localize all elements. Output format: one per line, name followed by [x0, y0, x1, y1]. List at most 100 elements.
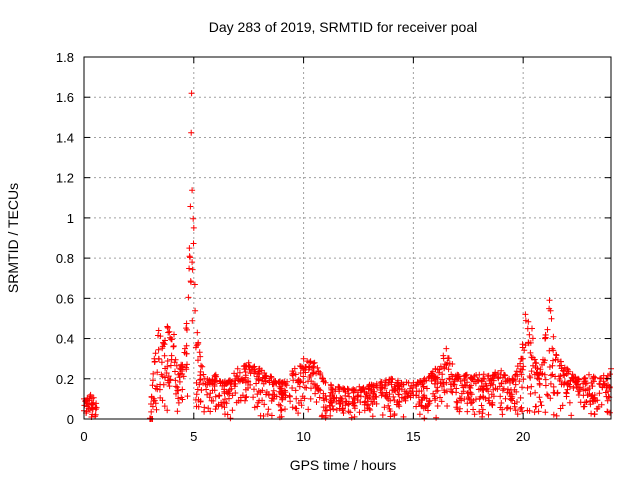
data-point — [255, 399, 262, 406]
data-point — [470, 406, 477, 413]
data-point — [187, 278, 194, 285]
data-point — [486, 394, 493, 401]
data-point — [189, 187, 196, 194]
data-point — [314, 364, 321, 371]
data-point — [173, 362, 180, 369]
data-point — [361, 401, 368, 408]
data-point — [323, 396, 330, 403]
data-point — [188, 90, 195, 97]
data-point — [478, 402, 485, 409]
data-point — [377, 387, 384, 393]
data-point — [387, 397, 394, 404]
data-point — [292, 387, 299, 394]
data-point — [580, 403, 587, 410]
data-point — [453, 389, 460, 396]
data-point — [586, 371, 592, 378]
data-point — [278, 406, 285, 413]
data-point — [302, 369, 309, 376]
x-axis-label: GPS time / hours — [290, 457, 397, 473]
data-point — [534, 365, 541, 372]
data-point — [247, 381, 254, 388]
data-point — [167, 376, 174, 383]
data-point — [382, 379, 389, 386]
data-point — [345, 401, 352, 408]
data-point — [87, 391, 94, 398]
data-point — [154, 383, 160, 390]
data-point — [189, 259, 196, 266]
data-point — [444, 388, 450, 395]
data-point — [587, 398, 594, 404]
data-point — [263, 389, 270, 395]
data-point — [184, 361, 190, 368]
data-point — [284, 378, 291, 385]
data-point — [192, 307, 199, 314]
data-point — [172, 383, 179, 390]
data-point — [322, 379, 329, 386]
data-point — [445, 355, 452, 362]
data-point — [338, 396, 345, 403]
data-point — [277, 402, 284, 409]
data-point — [166, 328, 173, 335]
data-point — [266, 379, 273, 386]
data-point — [323, 407, 330, 414]
data-point — [172, 356, 179, 363]
data-point — [149, 403, 156, 410]
data-point — [390, 393, 397, 400]
data-point — [485, 411, 492, 418]
data-point — [149, 382, 156, 389]
data-point — [525, 339, 532, 346]
data-point — [183, 366, 190, 373]
data-point — [410, 379, 417, 386]
data-point — [196, 381, 203, 388]
data-point — [532, 389, 539, 396]
data-point — [471, 373, 478, 380]
data-point — [547, 307, 554, 314]
data-point — [282, 406, 288, 413]
data-point — [332, 388, 339, 395]
data-point — [547, 395, 554, 402]
data-point — [421, 375, 428, 382]
data-point — [600, 378, 607, 385]
data-point — [190, 215, 197, 222]
data-point — [305, 378, 311, 385]
data-point — [327, 406, 334, 413]
data-point — [254, 403, 261, 410]
data-point — [189, 317, 196, 324]
data-point — [518, 371, 525, 378]
data-point — [369, 413, 376, 420]
data-point — [444, 403, 451, 409]
data-point — [512, 407, 519, 414]
data-point — [468, 391, 475, 398]
data-point — [259, 397, 266, 404]
chart-title: Day 283 of 2019, SRMTID for receiver poa… — [209, 19, 477, 35]
data-point — [471, 411, 478, 418]
data-point — [307, 372, 314, 379]
data-point — [514, 399, 520, 405]
data-point — [456, 408, 463, 415]
data-point — [209, 380, 216, 387]
data-point — [148, 393, 155, 400]
data-point — [546, 297, 553, 304]
data-point — [576, 386, 583, 393]
data-point — [366, 381, 373, 388]
data-point — [542, 376, 549, 383]
data-point — [326, 402, 333, 409]
data-point — [483, 382, 490, 389]
data-point — [489, 399, 496, 406]
data-point — [443, 345, 450, 352]
data-point — [300, 355, 307, 362]
data-point — [575, 375, 582, 382]
data-point — [197, 368, 204, 375]
data-point — [89, 411, 96, 418]
data-point — [193, 391, 200, 398]
data-point — [253, 380, 260, 387]
data-point — [454, 399, 461, 406]
data-point — [212, 393, 219, 400]
data-point — [559, 367, 566, 374]
y-tick-label: 0.4 — [56, 332, 74, 347]
data-point — [257, 412, 264, 419]
data-point — [175, 395, 182, 402]
data-point — [606, 409, 613, 416]
data-point — [467, 400, 474, 407]
data-point — [599, 384, 606, 391]
